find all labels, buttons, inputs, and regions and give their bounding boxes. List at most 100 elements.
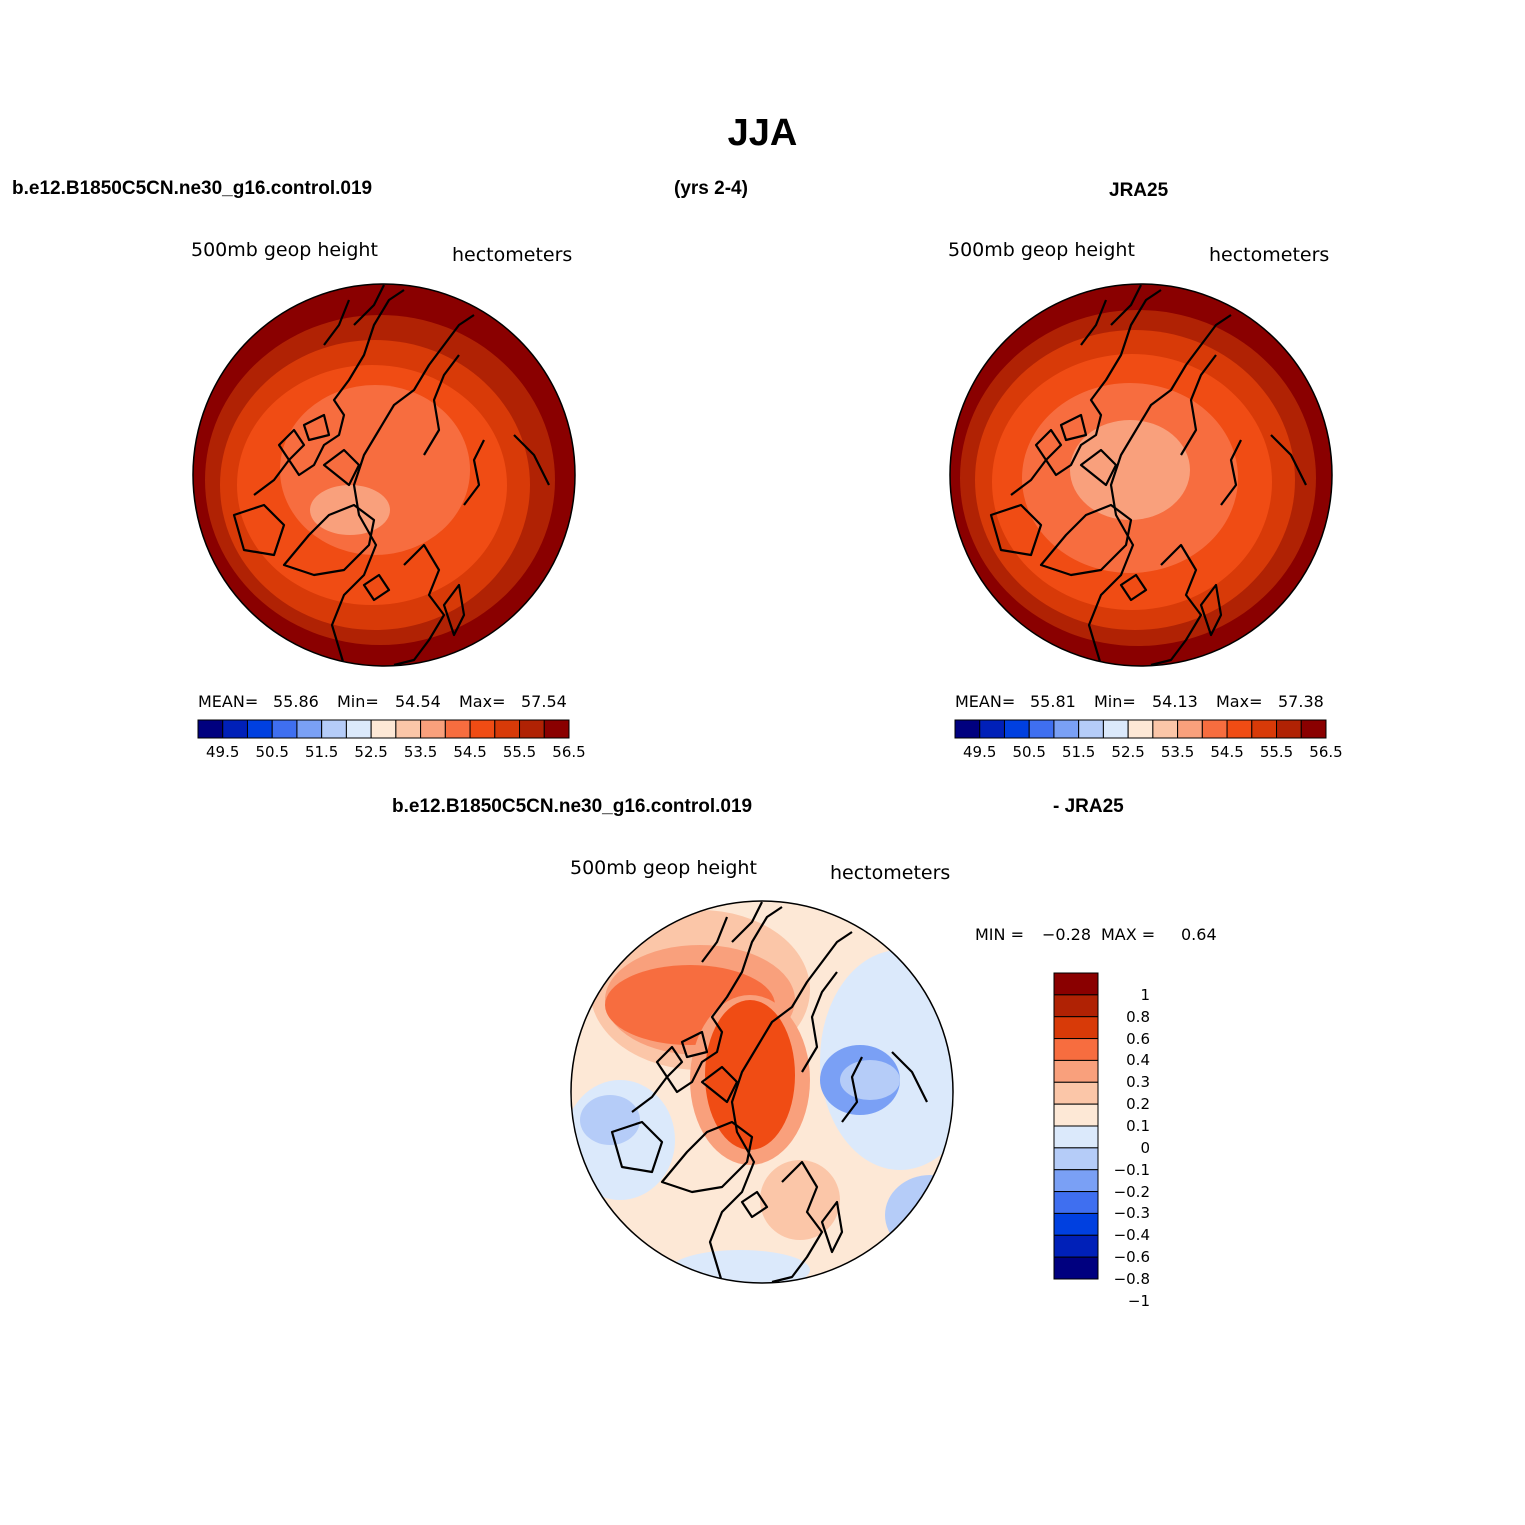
obs-colorbar-swatch — [1226, 719, 1253, 739]
model-colorbar-tick-label: 49.5 — [206, 743, 240, 761]
diff-colorbar-tick-label: −0.8 — [1113, 1270, 1150, 1288]
diff-units-label: hectometers — [830, 862, 951, 884]
model-mean-value: 55.86 — [273, 692, 319, 711]
model-colorbar-swatch — [197, 719, 224, 739]
obs-colorbar-swatch — [1102, 719, 1129, 739]
diff-colorbar-tick-label: −0.3 — [1113, 1204, 1150, 1223]
obs-colorbar-tick-label: 52.5 — [1111, 743, 1145, 761]
diff-colorbar-swatch — [1053, 972, 1099, 996]
obs-colorbar-swatch — [1003, 719, 1030, 739]
obs-colorbar — [954, 719, 1327, 739]
diff-colorbar-tick-label: 0.6 — [1126, 1029, 1150, 1048]
model-colorbar — [197, 719, 570, 739]
model-colorbar-swatch — [469, 719, 496, 739]
obs-colorbar-tick-label: 49.5 — [963, 743, 997, 761]
diff-colorbar-swatch — [1053, 1256, 1099, 1280]
obs-min-label: Min= — [1094, 692, 1136, 711]
model-colorbar-tick-label: 53.5 — [403, 743, 438, 761]
model-colorbar-swatch — [321, 719, 347, 739]
model-colorbar-swatch — [444, 719, 471, 739]
obs-max-label: Max= — [1216, 692, 1263, 711]
diff-colorbar-swatch — [1053, 1191, 1099, 1214]
obs-field-label: 500mb geop height — [948, 239, 1135, 261]
obs-colorbar-swatch — [1152, 719, 1179, 739]
obs-colorbar-tick-label: 55.5 — [1259, 743, 1294, 761]
diff-colorbar-swatch — [1053, 1016, 1099, 1040]
diff-colorbar-swatch — [1053, 1038, 1099, 1061]
diff-colorbar-swatch — [1053, 1103, 1099, 1127]
diff-colorbar-tick-label: 0.2 — [1126, 1095, 1150, 1114]
diff-colorbar-swatch — [1053, 1059, 1099, 1083]
obs-mean-value: 55.81 — [1030, 692, 1076, 711]
figure-title: JJA — [727, 112, 798, 154]
obs-colorbar-swatch — [979, 719, 1005, 739]
diff-colorbar-swatch — [1053, 1169, 1099, 1193]
model-colorbar-swatch — [345, 719, 372, 739]
obs-header: JRA25 — [1109, 180, 1169, 201]
diff-colorbar-tick-label: −0.6 — [1113, 1248, 1150, 1267]
model-colorbar-swatch — [222, 719, 248, 739]
obs-colorbar-swatch — [1053, 719, 1080, 739]
obs-colorbar-tick-label: 53.5 — [1160, 743, 1195, 761]
obs-max-value: 57.38 — [1278, 692, 1324, 711]
diff-colorbar-tick-label: 0 — [1140, 1138, 1150, 1157]
obs-colorbar-swatch — [1276, 719, 1302, 739]
diff-colorbar-swatch — [1053, 1125, 1099, 1149]
diff-colorbar-tick-label: 0.3 — [1126, 1073, 1150, 1092]
obs-colorbar-swatch — [1028, 719, 1055, 739]
diff-max-label: MAX = — [1101, 925, 1156, 944]
diff-colorbar-tick-label: 1 — [1140, 985, 1150, 1004]
diff-polar-map — [571, 901, 953, 1283]
years-header: (yrs 2-4) — [674, 178, 748, 199]
obs-colorbar-swatch — [954, 719, 981, 739]
model-colorbar-swatch — [420, 719, 446, 739]
diff-colorbar-swatch — [1053, 1147, 1099, 1171]
obs-colorbar-swatch — [1127, 719, 1154, 739]
diff-colorbar-tick-label: −1 — [1127, 1291, 1150, 1310]
diff-colorbar-tick-label: 0.4 — [1126, 1051, 1150, 1070]
diff-obs-header: - JRA25 — [1053, 796, 1124, 817]
model-colorbar-swatch — [370, 719, 397, 739]
diff-colorbar-tick-label: −0.2 — [1113, 1182, 1150, 1201]
model-colorbar-swatch — [271, 719, 298, 739]
model-colorbar-tick-label: 52.5 — [354, 743, 388, 761]
model-colorbar-swatch — [519, 719, 545, 739]
diff-map-frame — [570, 900, 954, 1284]
diff-colorbar — [1053, 972, 1099, 1280]
model-colorbar-swatch — [543, 719, 570, 739]
model-max-label: Max= — [459, 692, 506, 711]
diff-field-label: 500mb geop height — [570, 857, 757, 879]
model-mean-label: MEAN= — [198, 692, 259, 711]
diff-colorbar-tick-label: −0.4 — [1113, 1226, 1150, 1245]
obs-colorbar-tick-label: 56.5 — [1309, 743, 1343, 761]
case-name-header: b.e12.B1850C5CN.ne30_g16.control.019 — [12, 178, 373, 199]
model-colorbar-swatch — [296, 719, 323, 739]
model-max-value: 57.54 — [521, 692, 567, 711]
diff-colorbar-tick-label: −0.1 — [1113, 1160, 1150, 1179]
model-colorbar-tick-label: 54.5 — [453, 743, 487, 761]
model-min-label: Min= — [337, 692, 379, 711]
diff-min-value: −0.28 — [1042, 925, 1092, 944]
obs-units-label: hectometers — [1209, 244, 1330, 266]
model-map-frame — [192, 283, 576, 667]
obs-mean-label: MEAN= — [955, 692, 1016, 711]
diff-colorbar-tick-label: 0.8 — [1126, 1007, 1150, 1026]
model-colorbar-tick-label: 50.5 — [255, 743, 289, 761]
model-colorbar-tick-label: 55.5 — [502, 743, 537, 761]
obs-colorbar-tick-label: 54.5 — [1210, 743, 1244, 761]
obs-polar-map — [950, 284, 1332, 666]
diff-colorbar-tick-label: 0.1 — [1126, 1117, 1150, 1135]
obs-colorbar-swatch — [1300, 719, 1327, 739]
obs-min-value: 54.13 — [1152, 692, 1198, 711]
diff-colorbar-swatch — [1053, 994, 1099, 1018]
model-polar-map — [193, 284, 575, 666]
model-units-label: hectometers — [452, 244, 573, 266]
diff-colorbar-swatch — [1053, 1212, 1099, 1236]
obs-map-frame — [949, 283, 1333, 667]
diff-colorbar-swatch — [1053, 1081, 1099, 1105]
model-field-label: 500mb geop height — [191, 239, 378, 261]
diff-max-value: 0.64 — [1181, 925, 1217, 944]
diff-min-label: MIN = — [975, 925, 1024, 944]
model-min-value: 54.54 — [395, 692, 441, 711]
